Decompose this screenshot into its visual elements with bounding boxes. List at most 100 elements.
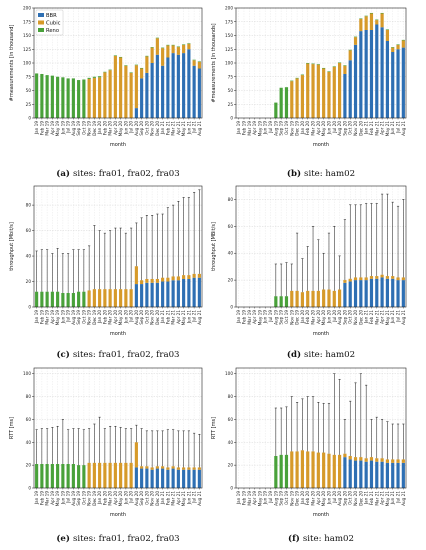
x-tick-label: Oct 19	[81, 310, 86, 324]
y-tick-label: 50	[26, 88, 32, 93]
bar-cubic-jan-21	[364, 277, 368, 281]
y-tick-label: 40	[26, 254, 32, 259]
bar-reno-apr-20	[316, 64, 320, 65]
bar-bbr-aug-21	[197, 68, 201, 118]
x-tick-label: Dec 20	[358, 310, 363, 325]
x-tick-label: Sep 19	[279, 310, 284, 325]
bar-reno-feb-20	[103, 71, 107, 73]
x-tick-label: Aug 21	[197, 491, 202, 506]
bar-cubic-mar-21	[171, 276, 175, 281]
bar-reno-feb-20	[306, 63, 310, 64]
x-tick-label: Oct 20	[348, 491, 353, 505]
bar-bbr-jan-21	[364, 30, 368, 118]
bar-cubic-feb-21	[166, 467, 170, 470]
bar-reno-jul-19	[66, 292, 70, 307]
x-tick-label: Jul 19	[268, 310, 273, 323]
x-tick-label: May 19	[55, 310, 60, 326]
bar-reno-mar-20	[108, 69, 112, 71]
bar-cubic-mar-21	[375, 20, 379, 25]
x-tick-label: Oct 20	[144, 310, 149, 324]
bar-reno-mar-20	[311, 63, 315, 65]
bar-cubic-aug-20	[134, 65, 138, 109]
bar-bbr-nov-20	[150, 469, 154, 488]
bar-reno-mar-21	[171, 44, 175, 46]
bar-reno-sep-20	[343, 65, 347, 66]
bar-cubic-jul-20	[332, 290, 336, 307]
bar-bbr-may-21	[182, 469, 186, 488]
bar-reno-feb-19	[40, 291, 44, 307]
bar-reno-oct-19	[284, 296, 289, 307]
bar-bbr-jul-21	[192, 469, 196, 488]
x-tick-label: May 19	[55, 491, 60, 507]
bar-reno-aug-20	[338, 62, 342, 63]
bar-cubic-sep-20	[140, 280, 144, 285]
x-tick-label: Jun 21	[390, 491, 395, 506]
x-tick-label: Nov 20	[353, 491, 358, 506]
bar-cubic-nov-19	[290, 451, 294, 488]
x-tick-label: Feb 21	[369, 310, 374, 324]
x-tick-label: Feb 19	[39, 491, 44, 505]
bar-reno-oct-20	[145, 55, 149, 57]
bar-reno-aug-19	[274, 296, 278, 307]
bar-cubic-nov-19	[290, 290, 294, 307]
x-tick-label: Jan 20	[300, 491, 305, 505]
bar-bbr-dec-20	[155, 468, 159, 488]
bar-bbr-jan-21	[364, 280, 368, 307]
x-tick-label: Nov 19	[87, 310, 92, 325]
bar-bbr-may-21	[385, 462, 389, 488]
bar-cubic-jan-21	[364, 458, 368, 462]
x-tick-label: Apr 20	[113, 310, 118, 324]
x-tick-label: Dec 19	[295, 491, 300, 506]
x-tick-label: Jun 21	[186, 491, 191, 506]
bar-reno-may-19	[56, 464, 60, 488]
bar-cubic-jun-21	[391, 459, 395, 463]
bar-cubic-aug-21	[401, 459, 405, 463]
bar-cubic-oct-20	[348, 278, 352, 282]
bar-cubic-oct-20	[145, 56, 149, 73]
bar-cubic-may-20	[119, 462, 123, 488]
bar-cubic-jan-20	[98, 289, 102, 307]
x-tick-label: May 19	[257, 121, 262, 137]
x-tick-label: Jun 20	[123, 491, 128, 506]
bar-reno-may-21	[182, 44, 186, 45]
bar-reno-jun-21	[391, 47, 395, 48]
legend-label-bbr: BBR	[46, 13, 57, 19]
bar-bbr-nov-20	[150, 282, 154, 307]
x-tick-label: Jul 20	[129, 491, 134, 504]
bar-bbr-apr-21	[380, 461, 384, 488]
x-tick-label: Jul 20	[332, 491, 337, 504]
bar-cubic-jun-21	[391, 47, 395, 52]
bar-reno-mar-21	[375, 19, 379, 21]
bar-cubic-may-21	[182, 275, 186, 279]
bar-reno-jul-21	[396, 44, 400, 45]
x-tick-label: Jun 20	[326, 491, 331, 506]
x-tick-label: Apr 20	[316, 310, 321, 324]
bar-bbr-nov-20	[353, 460, 358, 488]
y-tick-label: 20	[26, 463, 32, 468]
bar-cubic-jan-20	[98, 462, 102, 488]
x-tick-label: May 20	[118, 491, 123, 507]
x-tick-label: Mar 20	[311, 491, 316, 506]
caption-tag: (c)	[56, 349, 72, 360]
bar-reno-may-20	[119, 56, 123, 58]
bar-cubic-jul-21	[192, 273, 196, 278]
bar-reno-jul-19	[66, 464, 70, 488]
bar-cubic-feb-21	[369, 276, 374, 279]
x-tick-label: Jan 21	[160, 310, 165, 324]
bar-cubic-mar-20	[311, 290, 315, 307]
bar-reno-aug-19	[274, 456, 278, 488]
bar-cubic-apr-21	[176, 276, 180, 281]
x-tick-label: Jan 21	[364, 121, 369, 135]
x-tick-label: Aug 20	[134, 121, 139, 136]
panel-b: 0 25 50 75 100 125 150 175 200 Jan 19 Feb 19 Mar 19…	[211, 6, 407, 179]
bar-cubic-jul-21	[396, 277, 400, 281]
x-tick-label: May 21	[181, 310, 186, 326]
y-tick-label: 80	[26, 203, 32, 208]
bar-reno-sep-19	[279, 296, 283, 307]
bar-cubic-nov-19	[87, 290, 91, 307]
bar-reno-may-19	[56, 291, 60, 307]
bar-reno-jan-21	[364, 15, 368, 17]
x-axis-label: month	[313, 512, 329, 518]
bar-cubic-jul-21	[192, 60, 196, 66]
